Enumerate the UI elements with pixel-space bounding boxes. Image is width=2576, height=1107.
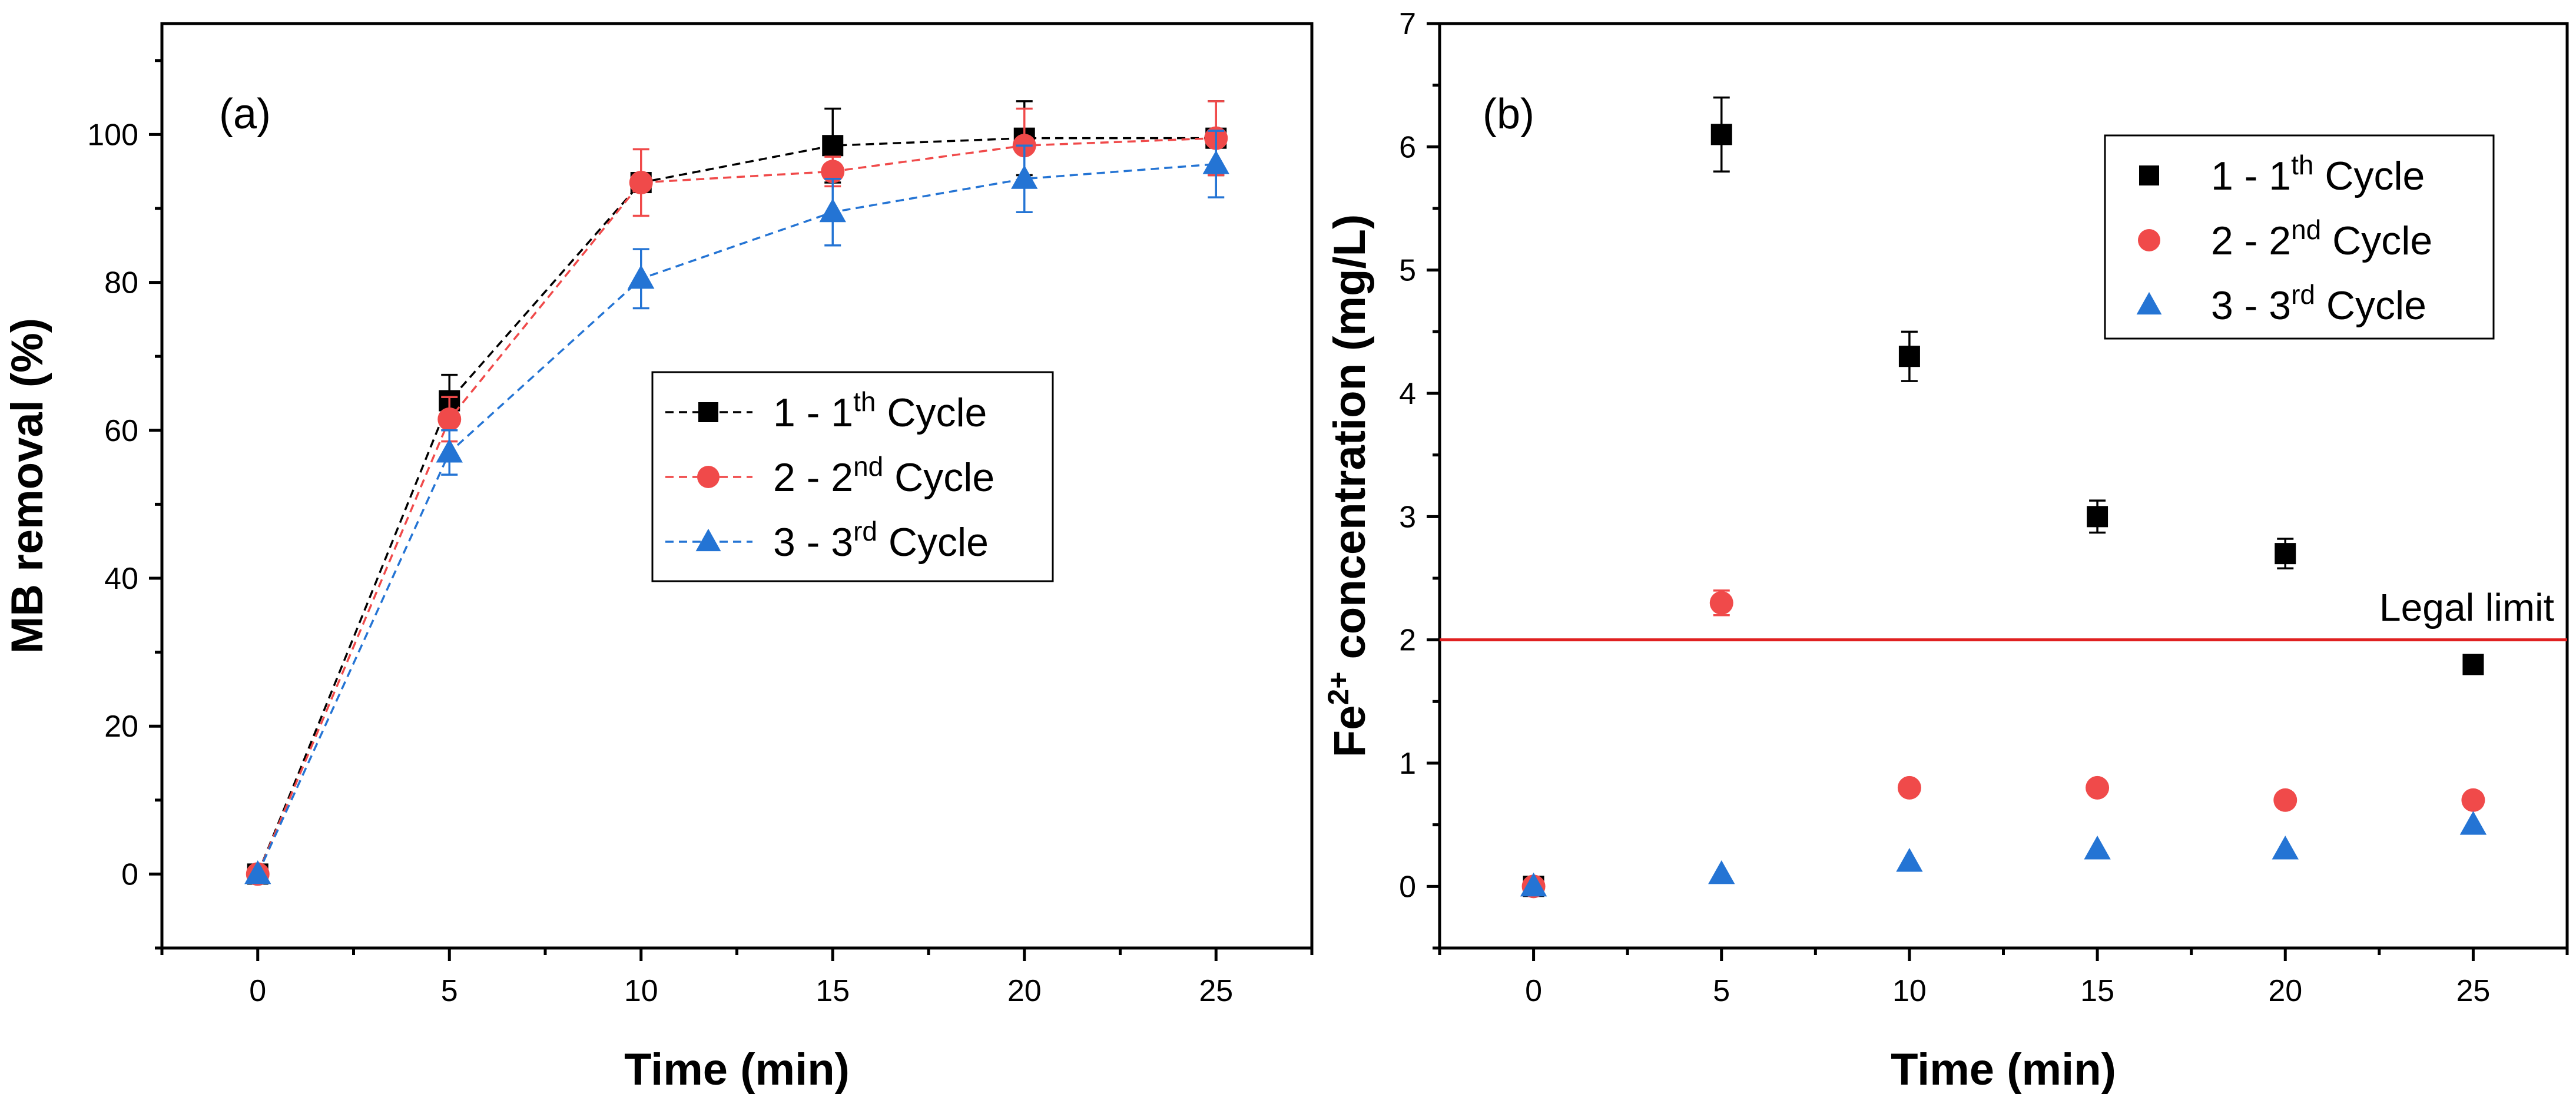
data-point bbox=[1202, 150, 1229, 174]
series-line bbox=[257, 163, 1216, 875]
y-tick-label: 4 bbox=[1399, 377, 1416, 411]
panel-label: (a) bbox=[219, 91, 271, 138]
x-tick-label: 0 bbox=[1525, 974, 1542, 1008]
x-tick-label: 0 bbox=[249, 974, 266, 1008]
x-axis-title: Time (min) bbox=[624, 1045, 850, 1095]
legend-marker bbox=[2139, 165, 2159, 185]
data-point bbox=[819, 198, 846, 223]
legend: 1 - 1th Cycle 2 - 2nd Cycle 3 - 3rd Cycle bbox=[2104, 134, 2495, 340]
series-3 bbox=[1520, 811, 2487, 897]
legend-label: 2 - 2nd Cycle bbox=[773, 451, 994, 500]
legend-label: 1 - 1th Cycle bbox=[773, 386, 987, 435]
data-point bbox=[437, 407, 462, 431]
data-point bbox=[1709, 591, 1733, 615]
x-tick-label: 15 bbox=[2080, 974, 2114, 1008]
y-tick-label: 20 bbox=[104, 710, 138, 744]
x-tick-label: 10 bbox=[624, 974, 658, 1008]
data-point bbox=[2275, 543, 2296, 565]
data-point bbox=[628, 264, 655, 289]
y-tick-label: 100 bbox=[87, 118, 138, 152]
data-point bbox=[2462, 654, 2484, 675]
y-tick-label: 80 bbox=[104, 266, 138, 300]
data-point bbox=[244, 860, 271, 884]
x-tick-label: 10 bbox=[1892, 974, 1927, 1008]
legend-box bbox=[2104, 134, 2495, 340]
data-point bbox=[436, 439, 463, 463]
legend-marker bbox=[2138, 229, 2160, 251]
legend-marker bbox=[695, 528, 721, 552]
y-axis-title: MB removal (%) bbox=[2, 318, 52, 654]
legend-label: 1 - 1th Cycle bbox=[2211, 150, 2425, 198]
data-point bbox=[2087, 506, 2108, 528]
data-point bbox=[2459, 811, 2487, 835]
y-tick-label: 5 bbox=[1399, 254, 1416, 288]
x-tick-label: 25 bbox=[2456, 974, 2490, 1008]
x-tick-label: 20 bbox=[1007, 974, 1042, 1008]
legend-label: 3 - 3rd Cycle bbox=[773, 516, 989, 565]
data-point bbox=[2273, 788, 2297, 812]
panel-label: (b) bbox=[1483, 91, 1534, 138]
series-line bbox=[257, 137, 1216, 875]
legend-label: 3 - 3rd Cycle bbox=[2211, 279, 2426, 328]
y-tick-label: 7 bbox=[1399, 7, 1416, 41]
x-tick-label: 15 bbox=[815, 974, 850, 1008]
y-tick-label: 0 bbox=[1399, 870, 1416, 904]
data-point bbox=[629, 171, 653, 195]
data-point bbox=[2461, 788, 2485, 812]
y-tick-label: 6 bbox=[1399, 130, 1416, 164]
x-tick-label: 20 bbox=[2268, 974, 2302, 1008]
y-axis-title: Fe2+ concentration (mg/L) bbox=[1322, 214, 1375, 758]
data-point bbox=[1710, 124, 1732, 145]
legend-label: 2 - 2nd Cycle bbox=[2211, 214, 2432, 263]
series-line bbox=[257, 137, 1216, 875]
data-point bbox=[1898, 346, 1920, 367]
series-2 bbox=[246, 100, 1228, 886]
data-point bbox=[822, 135, 844, 157]
data-point bbox=[2086, 775, 2110, 800]
series-3 bbox=[244, 130, 1229, 884]
data-point bbox=[1708, 860, 1735, 884]
data-point bbox=[1011, 165, 1038, 189]
x-tick-label: 5 bbox=[441, 974, 458, 1008]
y-tick-label: 60 bbox=[104, 414, 138, 448]
y-tick-label: 3 bbox=[1399, 500, 1416, 534]
y-tick-label: 40 bbox=[104, 562, 138, 596]
data-point bbox=[1520, 872, 1547, 897]
data-point bbox=[2272, 836, 2299, 860]
panel-a: 0 5 10 15 20 25 0 20 40 60 80 100 Time (min) MB remov… bbox=[2, 22, 1314, 1095]
legend-marker bbox=[697, 466, 720, 488]
legal-limit-label: Legal limit bbox=[2379, 586, 2554, 629]
y-tick-label: 2 bbox=[1399, 624, 1416, 658]
legend-marker bbox=[2136, 291, 2162, 315]
x-tick-label: 25 bbox=[1199, 974, 1233, 1008]
y-tick-label: 1 bbox=[1399, 747, 1416, 781]
x-axis-title: Time (min) bbox=[1891, 1045, 2116, 1095]
panel-b: 0 5 10 15 20 25 0 1 2 3 4 5 6 7 Time (min) Fe2+ concent… bbox=[1322, 7, 2569, 1095]
legend-marker bbox=[698, 402, 718, 422]
legend: 1 - 1th Cycle 2 - 2nd Cycle 3 - 3rd Cycle bbox=[651, 371, 1054, 582]
data-point bbox=[1896, 848, 1923, 872]
data-point bbox=[821, 160, 845, 184]
data-point bbox=[2084, 836, 2111, 860]
x-tick-label: 5 bbox=[1713, 974, 1730, 1008]
data-point bbox=[1897, 775, 1921, 800]
y-tick-label: 0 bbox=[121, 857, 138, 891]
